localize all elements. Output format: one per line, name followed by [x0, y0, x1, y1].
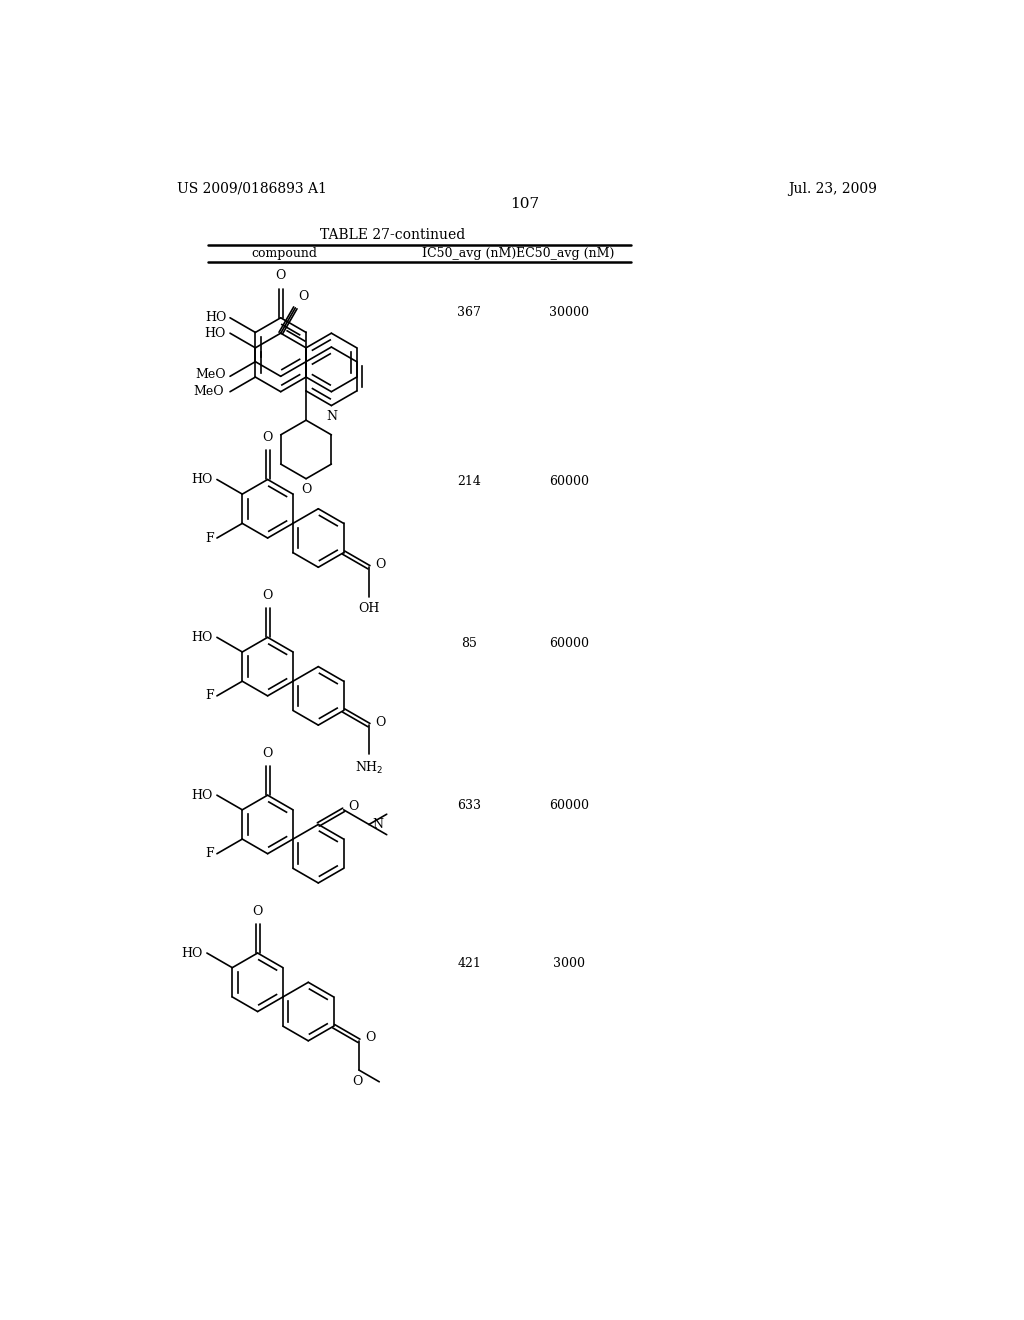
Text: O: O — [375, 715, 385, 729]
Text: O: O — [301, 483, 311, 496]
Text: IC50_avg (nM): IC50_avg (nM) — [422, 247, 516, 260]
Text: US 2009/0186893 A1: US 2009/0186893 A1 — [177, 182, 327, 195]
Text: O: O — [352, 1074, 362, 1088]
Text: N: N — [373, 818, 384, 832]
Text: 60000: 60000 — [550, 799, 590, 812]
Text: Jul. 23, 2009: Jul. 23, 2009 — [788, 182, 878, 195]
Text: F: F — [205, 847, 214, 861]
Text: 633: 633 — [458, 799, 481, 812]
Text: O: O — [253, 904, 263, 917]
Text: HO: HO — [191, 631, 213, 644]
Text: OH: OH — [358, 602, 380, 615]
Text: HO: HO — [204, 326, 225, 339]
Text: 3000: 3000 — [553, 957, 586, 970]
Text: O: O — [348, 800, 358, 813]
Text: NH$_2$: NH$_2$ — [354, 760, 383, 776]
Text: 214: 214 — [458, 475, 481, 488]
Text: MeO: MeO — [196, 368, 226, 381]
Text: N: N — [326, 411, 337, 424]
Text: 85: 85 — [462, 638, 477, 649]
Text: MeO: MeO — [194, 385, 224, 399]
Text: HO: HO — [191, 473, 213, 486]
Text: HO: HO — [181, 946, 203, 960]
Text: HO: HO — [205, 312, 226, 325]
Text: compound: compound — [252, 247, 317, 260]
Text: 30000: 30000 — [550, 306, 590, 319]
Text: EC50_avg (nM): EC50_avg (nM) — [516, 247, 614, 260]
Text: O: O — [366, 1031, 376, 1044]
Text: O: O — [275, 269, 286, 282]
Text: F: F — [205, 689, 214, 702]
Text: HO: HO — [191, 788, 213, 801]
Text: O: O — [298, 290, 309, 304]
Text: 60000: 60000 — [550, 475, 590, 488]
Text: F: F — [205, 532, 214, 545]
Text: O: O — [375, 557, 385, 570]
Text: 107: 107 — [510, 197, 540, 211]
Text: TABLE 27-continued: TABLE 27-continued — [319, 227, 465, 242]
Text: 367: 367 — [458, 306, 481, 319]
Text: 60000: 60000 — [550, 638, 590, 649]
Text: O: O — [262, 589, 272, 602]
Text: 421: 421 — [458, 957, 481, 970]
Text: O: O — [262, 747, 272, 760]
Text: O: O — [262, 432, 272, 444]
